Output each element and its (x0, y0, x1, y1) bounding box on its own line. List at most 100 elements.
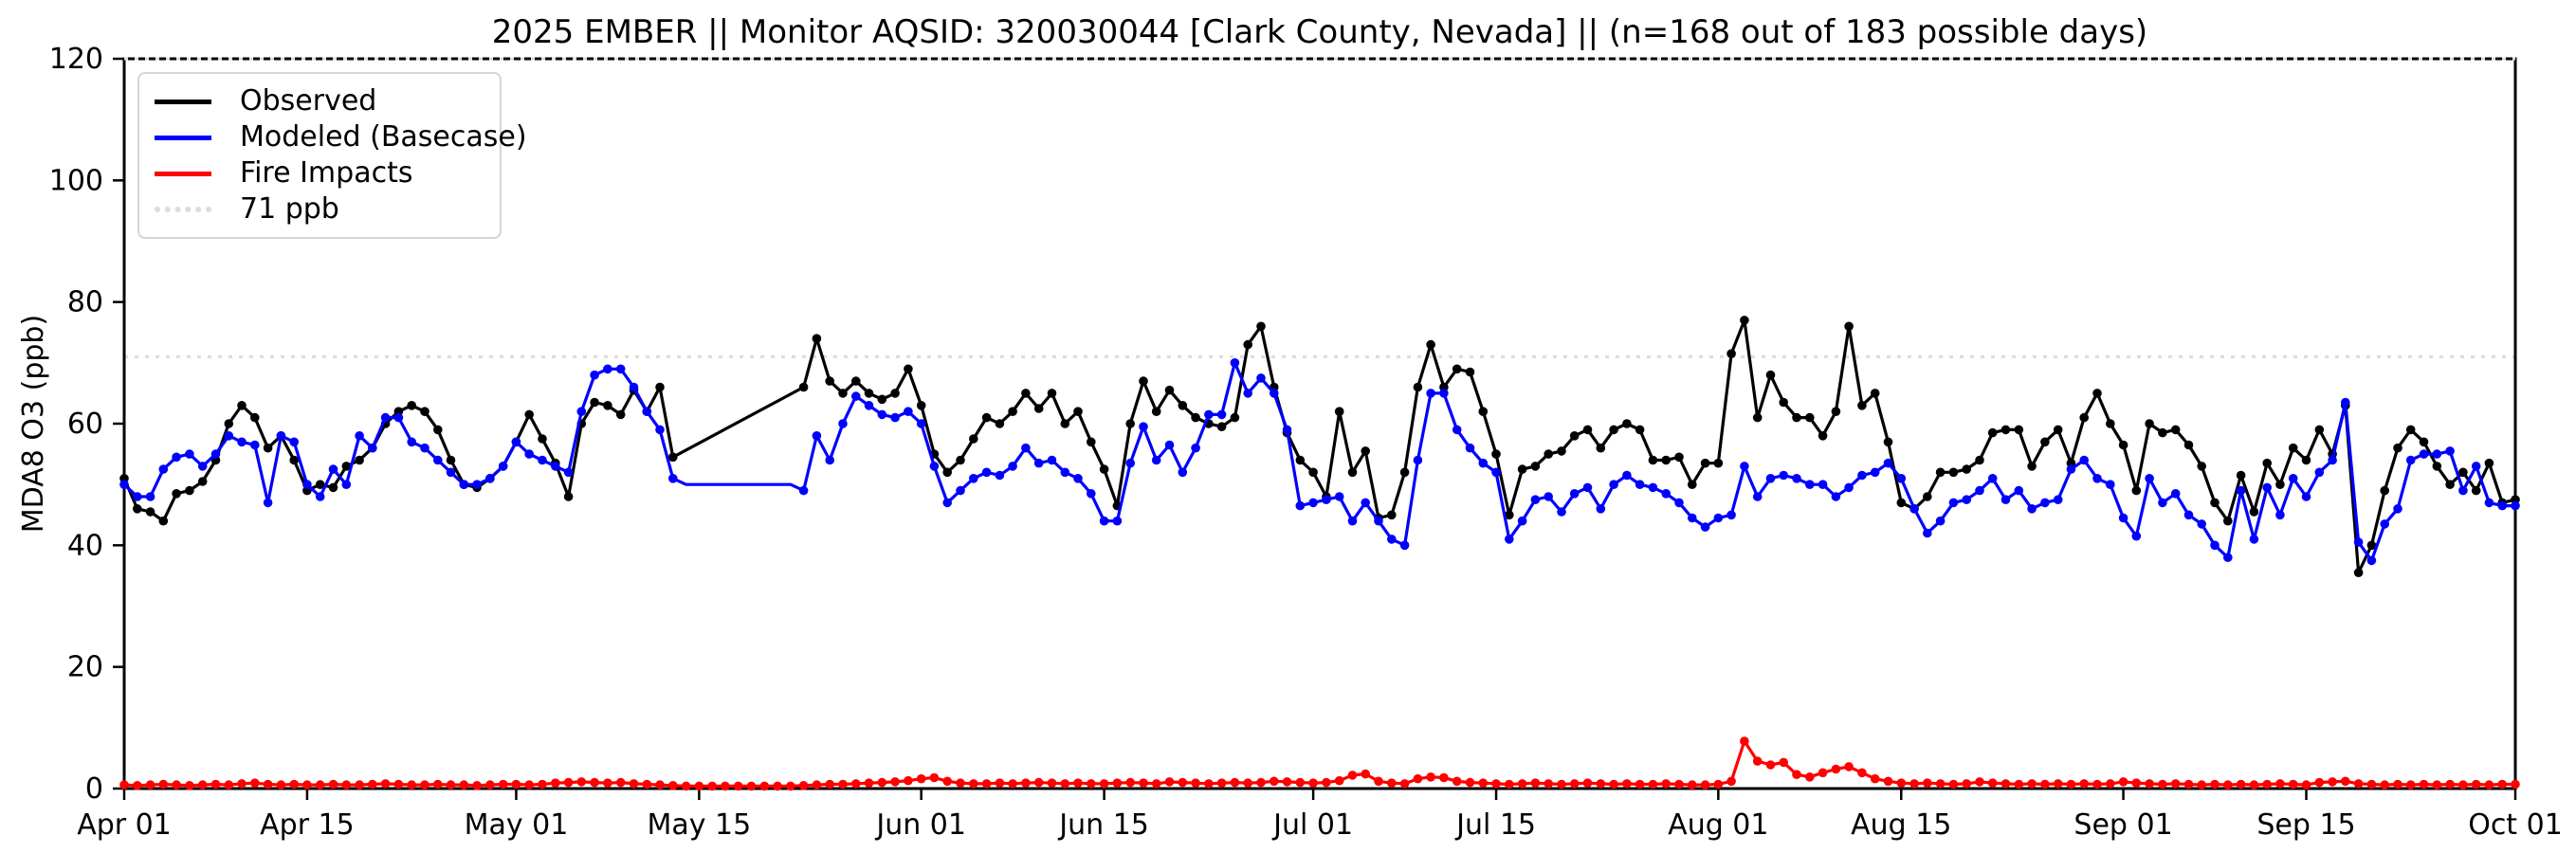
fire-impacts-series-marker (355, 780, 364, 789)
modeled-line-swatch (155, 135, 211, 140)
fire-impacts-series-marker (393, 779, 404, 789)
observed-series-marker (2405, 425, 2416, 435)
fire-impacts-series-marker (2223, 780, 2233, 789)
modeled-series-marker (498, 462, 508, 471)
modeled-series-marker (197, 462, 208, 471)
observed-series-marker (1713, 458, 1724, 468)
fire-impacts-series-marker (825, 779, 834, 789)
modeled-series-marker (315, 492, 325, 501)
fire-impacts-series-marker (380, 779, 391, 789)
observed-series-marker (1151, 407, 1161, 417)
modeled-series-marker (825, 455, 834, 465)
modeled-series-marker (1948, 498, 1959, 508)
fire-impacts-series-marker (1792, 770, 1801, 779)
fire-impacts-series-marker (2288, 779, 2298, 789)
modeled-series-marker (956, 485, 965, 496)
fire-impacts-series-marker (2197, 780, 2206, 789)
observed-series-marker (1256, 321, 1266, 332)
modeled-series-marker (2458, 485, 2468, 496)
observed-series-marker (2445, 480, 2455, 489)
fire-impacts-series-marker (498, 779, 508, 789)
observed-series-marker (1883, 437, 1893, 447)
observed-series-marker (2197, 462, 2206, 471)
observed-series-marker (1178, 401, 1188, 410)
observed-series-marker (2380, 485, 2389, 496)
fire-impacts-series-marker (2158, 779, 2167, 789)
modeled-series-marker (1752, 492, 1763, 501)
observed-series-marker (563, 492, 574, 501)
modeled-series-marker (1765, 474, 1776, 483)
fire-impacts-series-marker (1452, 776, 1462, 787)
fire-impacts-series-marker (551, 778, 560, 788)
fire-impacts-series-marker (1688, 780, 1697, 789)
modeled-series-marker (1021, 443, 1031, 453)
observed-series-marker (538, 434, 547, 444)
modeled-series-marker (1139, 422, 1148, 432)
modeled-series-marker (1530, 495, 1541, 504)
fire-impacts-series-marker (2432, 780, 2442, 789)
x-axis-tick-label: May 01 (465, 808, 569, 842)
observed-series-marker (1688, 480, 1697, 489)
fire-impacts-series-marker (1099, 779, 1109, 789)
modeled-series-marker (2419, 449, 2429, 459)
fire-impacts-series-marker (1439, 772, 1449, 783)
modeled-series-marker (2014, 485, 2024, 496)
legend-label-modeled: Modeled (Basecase) (240, 120, 527, 154)
modeled-series-marker (1465, 443, 1475, 453)
modeled-series-marker (576, 407, 587, 417)
y-axis-tick-label: 0 (85, 772, 103, 806)
modeled-series-marker (1033, 458, 1044, 468)
modeled-series-marker (995, 470, 1005, 481)
modeled-series-marker (2366, 555, 2377, 566)
observed-series-marker (655, 382, 665, 392)
observed-series-marker (2145, 419, 2154, 428)
modeled-series-marker (2223, 553, 2233, 562)
observed-series-marker (1648, 455, 1658, 465)
fire-impacts-series-marker (2511, 779, 2520, 789)
fire-impacts-series-marker (2027, 779, 2037, 789)
fire-impacts-series-marker (2118, 777, 2128, 787)
observed-series-marker (1870, 389, 1880, 398)
observed-series-marker (1047, 389, 1057, 398)
x-axis-tick-label: Jul 15 (1454, 808, 1536, 842)
fire-impacts-series-marker (1178, 777, 1188, 788)
modeled-series-marker (1347, 516, 1358, 526)
modeled-series-marker (2027, 504, 2037, 514)
observed-series-marker (1216, 422, 1227, 432)
modeled-series-marker (942, 498, 952, 508)
y-axis-tick-label: 60 (67, 408, 103, 441)
fire-impacts-series-marker (916, 773, 926, 784)
fire-impacts-series-marker (838, 779, 848, 789)
modeled-series-marker (1557, 507, 1566, 517)
fire-impacts-series-marker (2328, 777, 2337, 787)
observed-series-marker (1661, 455, 1671, 465)
observed-series-marker (1544, 449, 1553, 459)
fire-impacts-series-marker (1478, 778, 1489, 788)
observed-series-marker (1674, 452, 1684, 463)
observed-series-marker (2106, 419, 2115, 428)
observed-series-marker (668, 452, 678, 463)
modeled-series-marker (2236, 485, 2246, 496)
threshold-line-swatch (155, 207, 211, 212)
fire-impacts-series-marker (1661, 779, 1671, 789)
modeled-series-marker (1230, 358, 1240, 368)
modeled-series-marker (1270, 389, 1279, 398)
fire-impacts-series-marker (746, 781, 757, 791)
observed-series-marker (1164, 385, 1175, 395)
modeled-series-marker (145, 492, 155, 501)
fire-impacts-series-line (123, 739, 2515, 788)
fire-impacts-series-marker (2249, 780, 2259, 789)
fire-impacts-series-marker (904, 775, 913, 786)
fire-impacts-series-marker (1544, 779, 1553, 789)
observed-series-marker (1008, 407, 1017, 417)
fire-impacts-series-marker (433, 779, 443, 789)
modeled-series-marker (1726, 510, 1736, 520)
fire-impacts-series-marker (1870, 773, 1880, 784)
fire-impacts-series-marker (185, 781, 194, 790)
modeled-series-marker (1256, 373, 1266, 383)
modeled-series-marker (904, 407, 913, 417)
observed-series-marker (158, 516, 169, 526)
x-axis-tick-label: Apr 15 (260, 808, 355, 842)
observed-series-marker (1831, 407, 1841, 417)
fire-impacts-series-marker (328, 779, 338, 789)
